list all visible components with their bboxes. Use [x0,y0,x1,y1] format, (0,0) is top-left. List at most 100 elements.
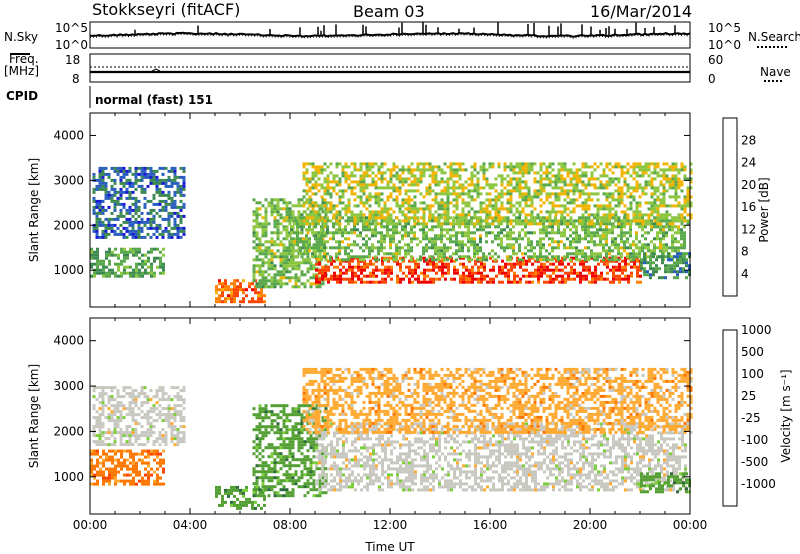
power-cell [117,265,120,269]
power-cell [347,246,350,250]
power-cell [644,246,647,250]
power-cell [524,183,528,187]
power-cell [636,280,639,284]
velocity-cell [141,458,144,462]
power-cell [608,183,612,187]
velocity-cell [102,452,105,456]
power-cell [521,252,524,256]
power-cell [149,211,153,215]
power-cell [402,256,405,260]
nsky-legend-line [10,53,30,55]
power-cell [506,192,510,196]
power-cell [152,232,156,236]
power-cell [140,220,144,224]
power-cell [537,274,540,278]
power-cell [479,192,483,196]
power-cell [116,214,120,218]
power-cell [458,243,461,247]
power-cell [104,196,108,200]
power-cell [155,169,159,173]
velocity-cell [98,437,102,441]
power-cell [446,231,449,235]
velocity-cell [123,458,126,462]
power-cell [273,255,277,259]
power-cell [623,240,626,244]
power-cell [524,216,528,220]
power-cell [510,265,513,269]
power-cell [375,268,378,272]
velocity-cell [146,434,150,438]
power-cell [285,246,289,250]
power-cell [119,187,123,191]
power-cell [248,282,251,286]
power-cell [312,282,316,286]
power-cell [599,237,602,241]
power-cell [350,162,354,166]
power-cell [596,228,599,232]
power-cell [480,280,483,284]
power-cell [404,222,408,226]
power-cell [141,262,144,266]
power-cell [573,277,576,281]
power-cell [602,183,606,187]
power-cell [581,216,584,220]
power-cell [377,195,381,199]
power-cell [640,258,643,262]
power-cell [533,231,536,235]
power-cell [509,183,513,187]
power-cell [578,216,581,220]
power-cell [126,256,129,260]
power-cell [380,162,384,166]
power-cell [401,258,404,262]
power-cell [581,201,585,205]
power-cell [647,243,650,247]
power-cell [548,216,552,220]
power-cell [470,222,474,226]
velocity-cell [104,386,108,390]
power-cell [366,265,369,269]
power-cell [596,222,599,226]
power-cell [276,222,280,226]
power-cell [357,274,360,278]
power-cell [506,225,509,229]
power-cell [539,240,542,244]
velocity-cell [90,467,93,471]
power-cell [587,219,591,223]
power-cell [652,261,655,265]
power-cell [164,193,168,197]
velocity-cell [120,479,123,483]
power-cell [605,162,609,166]
velocity-cell [90,452,93,456]
velocity-cell [159,464,162,468]
power-cell [542,231,545,235]
power-cell [632,168,636,172]
power-cell [429,268,432,272]
power-cell [575,204,579,208]
power-cell [359,180,363,184]
power-cell [620,252,623,256]
power-cell [113,223,117,227]
power-cell [405,274,408,278]
power-cell [494,225,497,229]
power-cell [429,262,432,266]
power-cell [359,216,363,220]
velocity-cell [120,452,123,456]
power-cell [671,168,675,172]
power-cell [548,258,551,262]
power-cell [626,240,629,244]
power-cell [131,184,135,188]
power-cell [405,265,408,269]
power-cell [122,172,126,176]
power-cell [546,280,549,284]
power-cell [96,247,99,251]
power-cell [518,183,522,187]
power-cell [437,249,440,253]
velocity-cell [131,392,135,396]
power-cell [419,174,423,178]
power-cell [338,162,342,166]
power-cell [434,243,437,247]
power-cell [596,252,599,256]
power-cell [467,246,470,250]
power-cell [581,222,585,226]
power-cell [644,186,648,190]
